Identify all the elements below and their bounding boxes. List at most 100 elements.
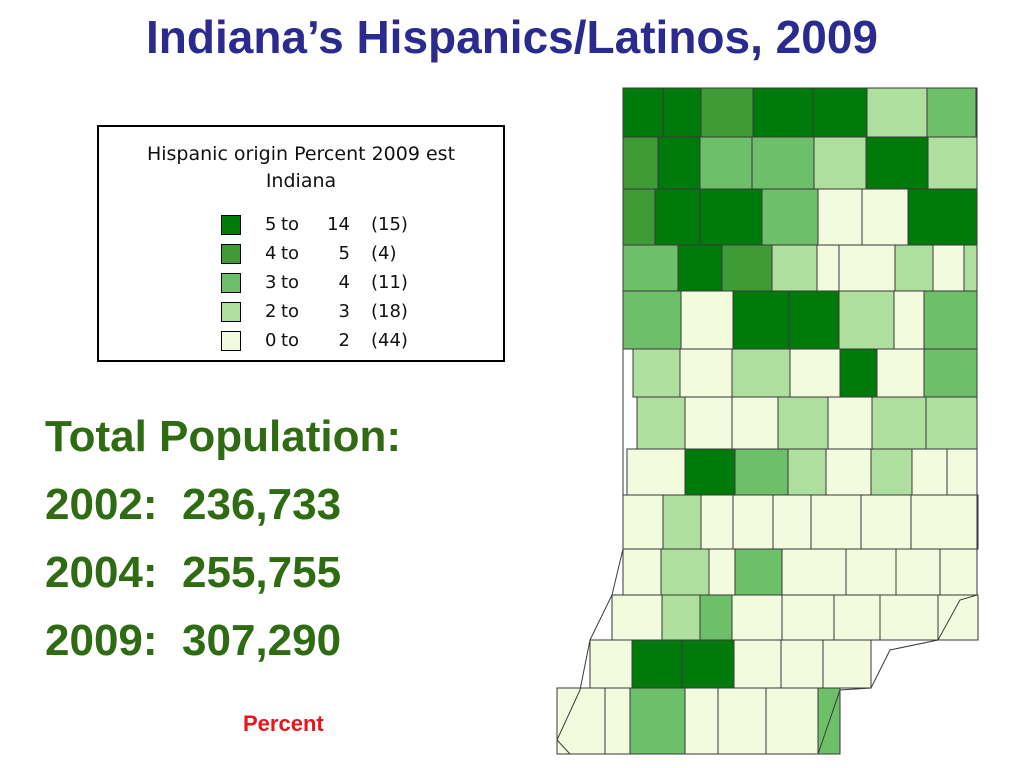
county-region <box>699 136 753 190</box>
population-year: 2009: <box>45 616 158 665</box>
population-row-2009: 2009: 307,290 <box>45 616 341 666</box>
legend-count: (18) <box>371 301 408 322</box>
county-region <box>626 448 686 496</box>
county-region <box>622 188 656 246</box>
county-region <box>927 136 978 190</box>
legend-count: (15) <box>371 214 408 235</box>
legend-title-line2: Indiana <box>265 170 337 192</box>
county-region <box>894 244 934 292</box>
legend-count: (44) <box>371 330 408 351</box>
county-region <box>963 244 978 292</box>
county-region <box>765 687 819 755</box>
county-region <box>817 188 863 246</box>
county-region <box>788 290 840 350</box>
map-legend: Hispanic origin Percent 2009 est Indiana… <box>97 125 505 362</box>
county-region <box>752 87 814 138</box>
county-region <box>822 639 872 689</box>
legend-swatch <box>221 215 241 235</box>
county-region <box>907 188 978 246</box>
population-value: 236,733 <box>182 480 342 529</box>
county-region <box>825 448 872 496</box>
legend-range-high: 4 <box>338 272 350 293</box>
county-region <box>622 290 682 350</box>
county-region <box>589 639 633 689</box>
county-region <box>781 594 835 641</box>
legend-range-low: 3 <box>265 272 277 293</box>
total-population-heading: Total Population: <box>45 412 402 461</box>
legend-count: (4) <box>371 243 397 264</box>
county-region <box>777 396 829 450</box>
legend-range-to: to <box>281 214 300 235</box>
legend-swatch <box>221 302 241 322</box>
county-region <box>923 290 978 350</box>
percent-label: Percent <box>243 711 324 736</box>
county-region <box>925 396 978 450</box>
county-region <box>684 687 719 755</box>
legend-range-to: to <box>281 243 300 264</box>
county-region <box>813 136 867 190</box>
county-region <box>870 448 913 496</box>
county-region <box>734 448 789 496</box>
county-region <box>910 494 979 550</box>
county-region <box>654 188 701 246</box>
county-region <box>734 548 783 596</box>
population-value: 255,755 <box>182 548 342 597</box>
county-region <box>751 136 815 190</box>
county-region <box>816 244 840 292</box>
county-region <box>632 348 681 398</box>
county-region <box>679 348 733 398</box>
county-region <box>684 396 733 450</box>
county-region <box>732 494 774 550</box>
county-region <box>622 136 659 190</box>
county-region <box>629 687 686 755</box>
population-value: 307,290 <box>182 616 342 665</box>
county-region <box>657 136 701 190</box>
population-row-2002: 2002: 236,733 <box>45 480 341 530</box>
county-region <box>733 639 782 689</box>
county-region <box>781 548 847 596</box>
county-region <box>660 548 710 596</box>
county-region <box>700 87 754 138</box>
county-region <box>731 348 791 398</box>
county-layer <box>556 87 979 755</box>
county-region <box>861 188 909 246</box>
county-region <box>812 87 868 138</box>
state-outline <box>556 87 978 755</box>
county-region <box>893 290 925 350</box>
legend-range-low: 2 <box>265 301 277 322</box>
legend-range-to: to <box>281 330 300 351</box>
county-region <box>708 548 736 596</box>
county-region <box>721 244 773 292</box>
county-region <box>662 87 702 138</box>
county-region <box>780 639 824 689</box>
county-region <box>939 548 978 596</box>
legend-swatch <box>221 331 241 351</box>
county-region <box>717 687 767 755</box>
county-region <box>684 448 736 496</box>
county-region <box>631 639 683 689</box>
county-region <box>731 594 783 641</box>
county-region <box>923 348 978 398</box>
county-region <box>622 494 664 550</box>
county-region <box>932 244 965 292</box>
county-region <box>911 448 948 496</box>
county-region <box>604 687 631 755</box>
population-year: 2004: <box>45 548 158 597</box>
county-region <box>838 244 896 292</box>
legend-range-high: 2 <box>338 330 350 351</box>
slide-title: Indiana’s Hispanics/Latinos, 2009 <box>145 11 878 63</box>
population-row-2004: 2004: 255,755 <box>45 548 341 598</box>
county-region <box>699 188 763 246</box>
county-region <box>937 594 979 641</box>
county-region <box>833 594 881 641</box>
county-region <box>700 494 734 550</box>
county-region <box>787 448 827 496</box>
legend-count: (11) <box>371 272 408 293</box>
county-region <box>731 396 779 450</box>
legend-title-line1: Hispanic origin Percent 2009 est <box>146 143 456 165</box>
legend-range-high: 5 <box>338 243 350 264</box>
county-region <box>946 448 978 496</box>
population-year: 2002: <box>45 480 158 529</box>
legend-swatch <box>221 244 241 264</box>
county-region <box>636 396 686 450</box>
